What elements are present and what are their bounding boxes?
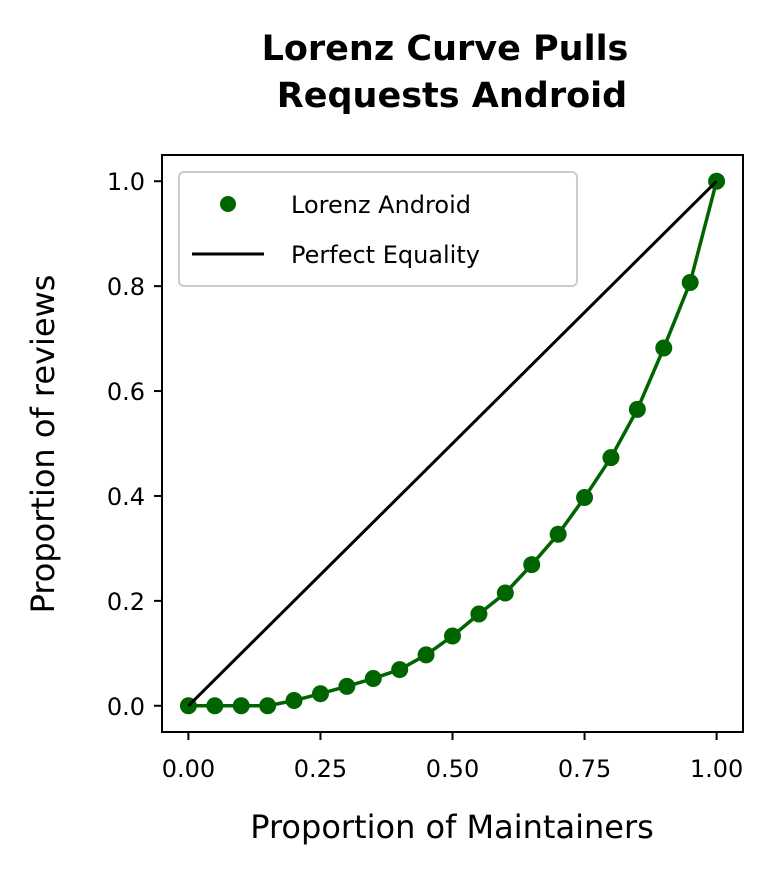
y-tick-label: 0.8 bbox=[107, 273, 145, 301]
lorenz-point bbox=[259, 697, 277, 715]
y-tick-label: 0.0 bbox=[107, 693, 145, 721]
lorenz-point bbox=[444, 627, 461, 645]
lorenz-point bbox=[602, 449, 620, 467]
lorenz-point bbox=[655, 339, 673, 357]
plot-layer bbox=[179, 172, 726, 715]
ticks-layer: 0.00 0.25 0.50 0.75 1.00 0.0 0.2 0.4 0.6 0.8 1.0 bbox=[107, 168, 743, 783]
x-tick-label: 0.50 bbox=[426, 755, 479, 783]
y-axis-label: Proportion of reviews bbox=[24, 275, 62, 614]
lorenz-point bbox=[311, 685, 329, 703]
lorenz-point bbox=[681, 273, 699, 291]
equality-line bbox=[187, 180, 718, 707]
lorenz-point bbox=[628, 400, 646, 418]
lorenz-point bbox=[470, 605, 488, 623]
legend-label-equality: Perfect Equality bbox=[291, 241, 480, 269]
x-tick-label: 1.00 bbox=[690, 755, 743, 783]
x-tick-label: 0.25 bbox=[294, 755, 347, 783]
lorenz-point bbox=[523, 556, 541, 574]
lorenz-point bbox=[496, 584, 514, 602]
lorenz-point bbox=[417, 646, 435, 664]
lorenz-point bbox=[206, 697, 224, 715]
y-tick-label: 1.0 bbox=[107, 168, 145, 196]
y-tick-label: 0.6 bbox=[107, 378, 145, 406]
lorenz-point bbox=[285, 692, 303, 710]
lorenz-point bbox=[549, 525, 567, 543]
plot-frame bbox=[161, 154, 744, 733]
x-tick-label: 0.75 bbox=[558, 755, 611, 783]
lorenz-point bbox=[232, 697, 250, 715]
legend-label-lorenz: Lorenz Android bbox=[291, 191, 471, 219]
legend-box bbox=[178, 171, 578, 287]
lorenz-point bbox=[364, 669, 382, 687]
x-axis-label: Proportion of Maintainers bbox=[250, 808, 654, 846]
y-tick-label: 0.2 bbox=[107, 588, 145, 616]
lorenz-point bbox=[576, 489, 594, 507]
legend-marker-lorenz bbox=[220, 196, 236, 212]
y-tick-label: 0.4 bbox=[107, 483, 145, 511]
legend: Lorenz Android Perfect Equality bbox=[178, 171, 578, 287]
x-tick-label: 0.00 bbox=[162, 755, 215, 783]
lorenz-point bbox=[338, 677, 356, 695]
lorenz-point bbox=[391, 661, 409, 679]
chart-title-line-1: Lorenz Curve Pulls bbox=[262, 29, 629, 69]
chart-title-line-2: Requests Android bbox=[277, 76, 627, 116]
